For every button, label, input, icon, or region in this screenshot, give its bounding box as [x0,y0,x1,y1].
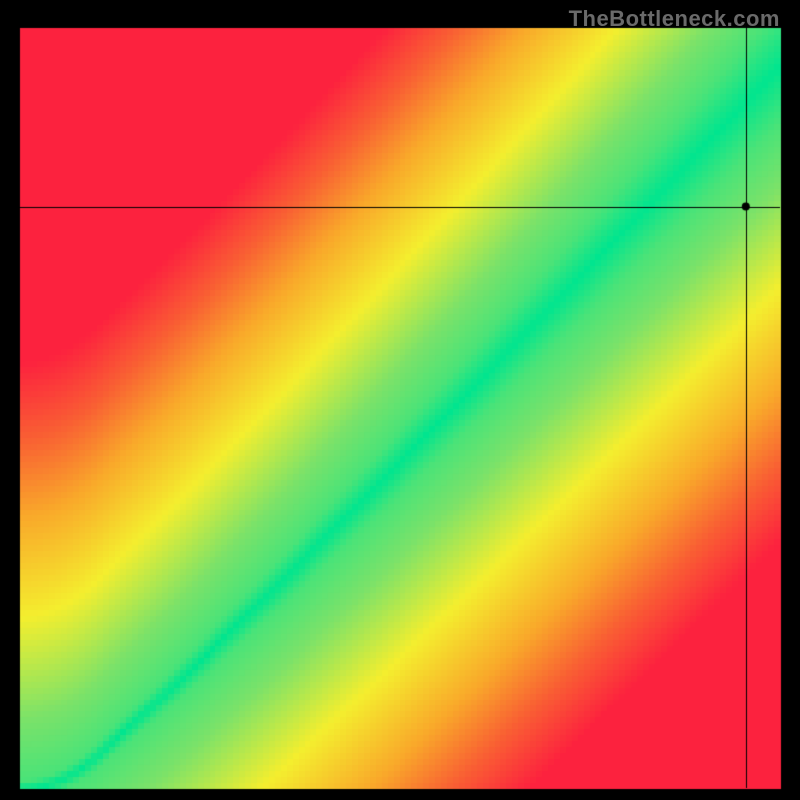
bottleneck-heatmap [0,0,800,800]
watermark-text: TheBottleneck.com [569,6,780,32]
chart-container: TheBottleneck.com [0,0,800,800]
